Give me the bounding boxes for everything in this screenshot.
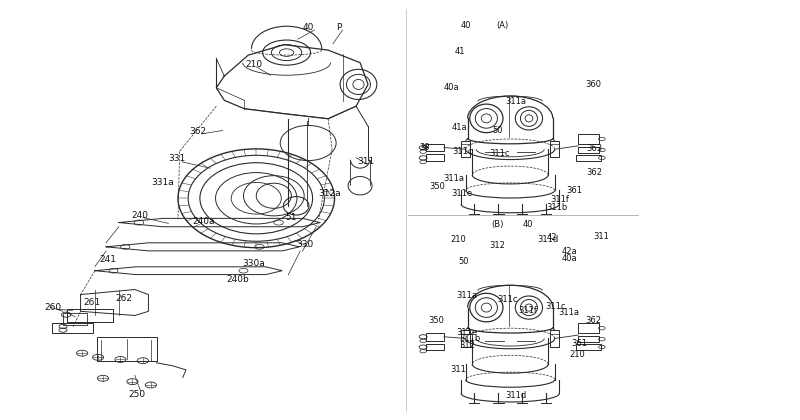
Bar <box>52 323 94 333</box>
Text: 241: 241 <box>100 255 117 264</box>
Text: 311: 311 <box>450 365 466 373</box>
Text: 311b: 311b <box>546 203 567 212</box>
Text: 363: 363 <box>586 144 602 152</box>
Text: 311d: 311d <box>506 391 526 400</box>
Text: 41: 41 <box>454 47 465 56</box>
Text: P: P <box>336 23 342 32</box>
Text: 311f: 311f <box>550 194 569 204</box>
Text: 50: 50 <box>458 257 469 266</box>
Bar <box>576 155 602 160</box>
Bar <box>67 309 114 322</box>
Text: 240a: 240a <box>192 217 215 226</box>
Bar <box>426 333 444 341</box>
Text: 312: 312 <box>490 241 506 249</box>
Text: 240: 240 <box>131 210 148 220</box>
Text: 311a: 311a <box>506 97 526 107</box>
Text: 350: 350 <box>430 182 446 191</box>
Text: 362: 362 <box>586 168 602 177</box>
Bar <box>97 337 157 361</box>
Text: 262: 262 <box>116 294 133 303</box>
Bar <box>578 336 599 342</box>
Text: 312a: 312a <box>318 189 341 198</box>
Bar <box>578 323 599 333</box>
Text: 331: 331 <box>169 155 186 163</box>
Text: 210: 210 <box>450 235 466 244</box>
Text: 362: 362 <box>586 315 602 325</box>
Bar <box>461 330 470 347</box>
Text: 40: 40 <box>302 23 314 32</box>
Text: 210: 210 <box>570 349 585 359</box>
Text: (B): (B) <box>491 220 503 229</box>
Text: 40a: 40a <box>562 254 578 262</box>
Bar <box>550 330 559 347</box>
Text: 311c: 311c <box>546 302 566 311</box>
Text: 41a: 41a <box>452 123 467 131</box>
Text: 350: 350 <box>429 315 445 325</box>
Text: 311: 311 <box>357 158 374 166</box>
Text: 361: 361 <box>566 186 582 195</box>
Text: 40a: 40a <box>444 83 459 92</box>
Text: 311a: 311a <box>457 291 478 300</box>
Text: 311f: 311f <box>518 306 537 315</box>
Text: 311b: 311b <box>459 334 480 344</box>
Bar <box>63 313 87 325</box>
Text: 240b: 240b <box>226 276 249 284</box>
Text: 361: 361 <box>572 339 588 349</box>
Text: 311c: 311c <box>453 147 474 156</box>
Text: 311c: 311c <box>490 149 510 158</box>
Bar <box>578 134 599 144</box>
Text: 51: 51 <box>285 213 297 222</box>
Text: 250: 250 <box>129 390 146 399</box>
Bar <box>426 344 444 350</box>
Bar <box>426 144 444 151</box>
Text: 311c: 311c <box>498 295 518 304</box>
Text: 50: 50 <box>493 126 503 135</box>
Text: 330a: 330a <box>242 259 265 268</box>
Text: 331a: 331a <box>151 178 174 187</box>
Text: 40: 40 <box>522 220 533 229</box>
Text: 30: 30 <box>419 143 430 152</box>
Text: 42: 42 <box>547 233 558 241</box>
Text: 311a: 311a <box>558 308 579 318</box>
Text: 40: 40 <box>461 21 471 30</box>
Text: 311e: 311e <box>451 189 472 198</box>
Bar <box>578 147 599 153</box>
Text: 312: 312 <box>459 341 475 350</box>
Bar <box>461 141 470 158</box>
Text: 330: 330 <box>296 240 314 249</box>
Text: 362: 362 <box>189 127 206 136</box>
Text: 311a: 311a <box>443 174 464 183</box>
Text: 360: 360 <box>586 80 602 89</box>
Text: (A): (A) <box>496 21 508 30</box>
Text: 210: 210 <box>245 60 262 69</box>
Text: 260: 260 <box>45 303 62 312</box>
Text: 311d: 311d <box>538 235 558 244</box>
Text: 311e: 311e <box>457 328 478 337</box>
Bar <box>576 344 602 350</box>
Text: 311: 311 <box>594 232 609 241</box>
Bar <box>426 155 444 161</box>
Text: 261: 261 <box>84 299 101 307</box>
Text: 42a: 42a <box>562 247 578 256</box>
Bar <box>550 141 559 158</box>
